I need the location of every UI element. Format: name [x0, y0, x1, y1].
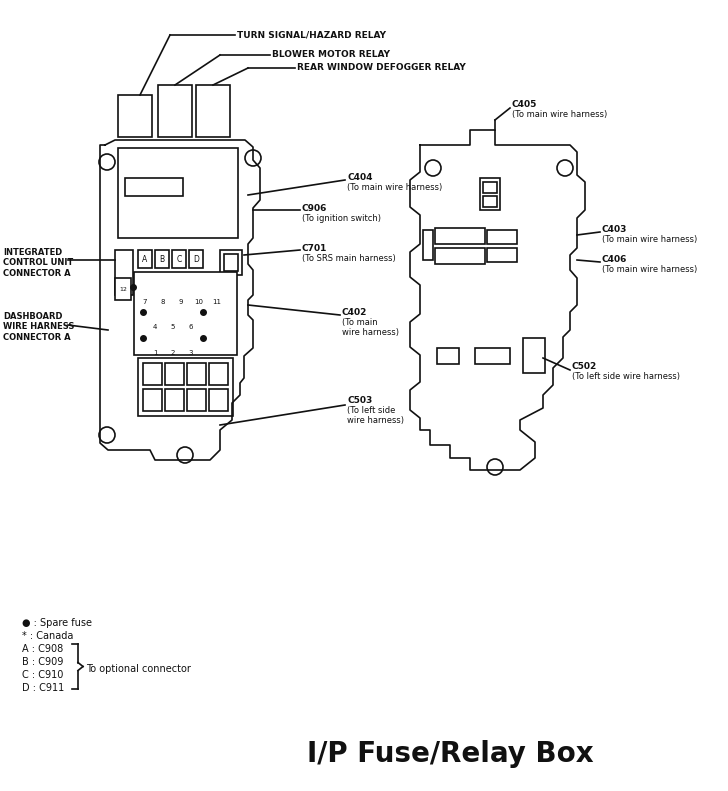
Bar — [138, 250, 152, 268]
Bar — [165, 389, 184, 411]
Bar — [115, 278, 131, 300]
Bar — [523, 338, 545, 373]
Text: (To main wire harness): (To main wire harness) — [512, 110, 607, 119]
Text: BLOWER MOTOR RELAY: BLOWER MOTOR RELAY — [272, 50, 390, 59]
Text: (To SRS main harness): (To SRS main harness) — [302, 254, 396, 263]
Bar — [192, 277, 207, 297]
Text: B : C909: B : C909 — [22, 657, 63, 667]
Bar — [196, 85, 230, 137]
Bar — [155, 250, 169, 268]
Text: 7: 7 — [143, 299, 147, 305]
Circle shape — [425, 160, 441, 176]
Bar — [187, 389, 206, 411]
Text: 5: 5 — [171, 324, 175, 330]
Bar — [138, 277, 153, 297]
Text: 2: 2 — [171, 350, 175, 356]
Text: 4: 4 — [153, 324, 157, 330]
Text: C404: C404 — [347, 173, 373, 182]
Text: (To ignition switch): (To ignition switch) — [302, 214, 381, 223]
Bar — [134, 272, 237, 355]
Bar — [187, 363, 206, 385]
Bar — [487, 230, 517, 244]
Bar — [224, 254, 238, 271]
Bar — [166, 328, 181, 348]
Bar — [435, 248, 485, 264]
Bar — [189, 250, 203, 268]
Text: 9: 9 — [179, 299, 183, 305]
Text: C406: C406 — [602, 255, 628, 264]
Circle shape — [245, 150, 261, 166]
Circle shape — [99, 154, 115, 170]
Bar — [483, 182, 497, 193]
Bar — [184, 328, 199, 348]
Text: DASHBOARD
WIRE HARNESS
CONNECTOR A: DASHBOARD WIRE HARNESS CONNECTOR A — [3, 312, 74, 342]
Text: ● : Spare fuse: ● : Spare fuse — [22, 618, 92, 628]
Bar — [209, 363, 228, 385]
Text: C: C — [176, 255, 181, 263]
Circle shape — [487, 459, 503, 475]
Text: C701: C701 — [302, 244, 328, 253]
Text: (To left side wire harness): (To left side wire harness) — [572, 372, 680, 381]
Bar — [475, 348, 510, 364]
Bar — [435, 228, 485, 244]
Text: C402: C402 — [342, 308, 368, 317]
Bar — [143, 389, 162, 411]
Text: (To main wire harness): (To main wire harness) — [602, 235, 697, 244]
Circle shape — [99, 427, 115, 443]
Bar — [156, 277, 171, 297]
Bar — [125, 178, 183, 196]
Text: 10: 10 — [194, 299, 204, 305]
Bar — [209, 389, 228, 411]
Bar — [115, 250, 133, 295]
Text: C502: C502 — [572, 362, 597, 371]
Text: 8: 8 — [161, 299, 165, 305]
Text: I/P Fuse/Relay Box: I/P Fuse/Relay Box — [306, 740, 593, 768]
Text: A: A — [143, 255, 148, 263]
Text: 1: 1 — [153, 350, 157, 356]
Text: 3: 3 — [189, 350, 193, 356]
Circle shape — [557, 160, 573, 176]
Bar — [174, 277, 189, 297]
Text: C : C910: C : C910 — [22, 670, 63, 680]
Bar — [480, 178, 500, 210]
Bar — [165, 363, 184, 385]
Bar — [184, 302, 199, 322]
Bar — [148, 328, 163, 348]
Bar — [483, 196, 497, 207]
Text: To optional connector: To optional connector — [86, 664, 191, 673]
Text: C906: C906 — [302, 204, 328, 213]
Text: C503: C503 — [347, 396, 372, 405]
Text: A : C908: A : C908 — [22, 644, 63, 654]
Bar — [143, 363, 162, 385]
Text: (To main
wire harness): (To main wire harness) — [342, 318, 399, 338]
Bar — [118, 95, 152, 137]
Text: (To main wire harness): (To main wire harness) — [602, 265, 697, 274]
Bar — [423, 230, 433, 260]
Text: REAR WINDOW DEFOGGER RELAY: REAR WINDOW DEFOGGER RELAY — [297, 63, 466, 72]
Text: 6: 6 — [189, 324, 193, 330]
Bar — [166, 302, 181, 322]
Text: 11: 11 — [213, 299, 221, 305]
Bar — [172, 250, 186, 268]
Bar — [118, 148, 238, 238]
Text: C405: C405 — [512, 100, 537, 109]
Text: B: B — [159, 255, 165, 263]
Text: D: D — [193, 255, 199, 263]
Text: TURN SIGNAL/HAZARD RELAY: TURN SIGNAL/HAZARD RELAY — [237, 30, 386, 39]
Bar — [437, 348, 459, 364]
Text: * : Canada: * : Canada — [22, 631, 74, 641]
Bar — [487, 248, 517, 262]
Bar — [220, 250, 242, 275]
Bar — [210, 277, 225, 297]
Text: INTEGRATED
CONTROL UNIT
CONNECTOR A: INTEGRATED CONTROL UNIT CONNECTOR A — [3, 248, 74, 278]
Text: C403: C403 — [602, 225, 628, 234]
Text: (To left side
wire harness): (To left side wire harness) — [347, 406, 404, 426]
Bar — [158, 85, 192, 137]
Text: (To main wire harness): (To main wire harness) — [347, 183, 442, 192]
Bar — [138, 358, 233, 416]
Text: 12: 12 — [119, 286, 127, 292]
Circle shape — [177, 447, 193, 463]
Text: D : C911: D : C911 — [22, 683, 64, 693]
Bar — [148, 302, 163, 322]
